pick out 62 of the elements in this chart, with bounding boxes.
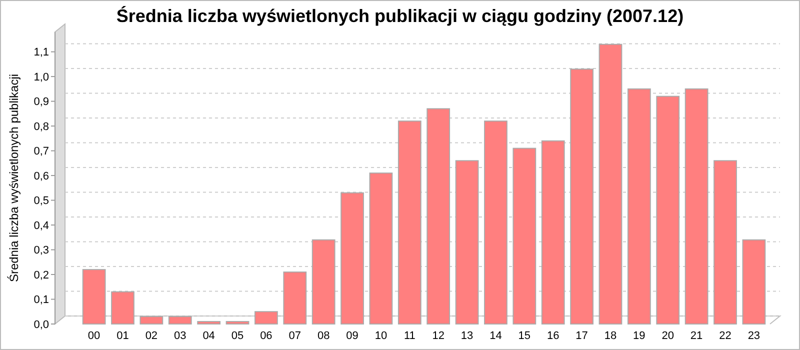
bar bbox=[398, 120, 422, 324]
x-tick-label: 16 bbox=[546, 330, 560, 342]
y-tick-label: 0,8 bbox=[34, 120, 49, 133]
bar bbox=[627, 88, 651, 324]
bar bbox=[684, 88, 708, 324]
y-tick-label: 0,0 bbox=[34, 318, 49, 331]
bar bbox=[226, 321, 250, 324]
x-tick-label: 01 bbox=[116, 330, 129, 342]
y-tick-label: 0,9 bbox=[34, 96, 49, 108]
x-tick-label: 13 bbox=[460, 330, 474, 342]
bar bbox=[340, 192, 364, 324]
x-tick-label: 12 bbox=[432, 330, 444, 342]
bar bbox=[254, 311, 278, 324]
x-tick-label: 10 bbox=[374, 330, 388, 342]
x-tick-label: 02 bbox=[145, 330, 158, 342]
y-axis-title: Średnia liczba wyświetlonych publikacji bbox=[7, 74, 21, 282]
bar bbox=[82, 269, 106, 324]
y-tick-label: 0,7 bbox=[34, 146, 49, 158]
bar bbox=[484, 120, 508, 324]
bar bbox=[168, 316, 192, 324]
x-tick-label: 03 bbox=[174, 330, 186, 342]
x-tick-label: 00 bbox=[88, 330, 100, 342]
x-tick-label: 22 bbox=[719, 330, 732, 342]
x-tick-label: 08 bbox=[317, 330, 330, 342]
y-tick-label: 0,2 bbox=[34, 269, 49, 282]
x-tick-label: 09 bbox=[346, 330, 358, 342]
y-tick-label: 0,5 bbox=[34, 195, 49, 208]
y-tick-label: 0,1 bbox=[34, 294, 49, 306]
bar bbox=[197, 321, 221, 324]
x-tick-label: 04 bbox=[202, 330, 215, 342]
bar bbox=[656, 96, 680, 324]
y-tick-label: 0,4 bbox=[34, 220, 49, 232]
bar bbox=[742, 239, 766, 324]
chart-title: Średnia liczba wyświetlonych publikacji w ciągu godziny (2007.12) bbox=[116, 6, 684, 26]
y-tick-label: 0,6 bbox=[34, 170, 49, 182]
bar bbox=[570, 68, 594, 324]
bar bbox=[140, 316, 164, 324]
x-tick-label: 21 bbox=[690, 330, 703, 342]
bar bbox=[512, 148, 536, 324]
y-tick-label: 0,3 bbox=[34, 244, 49, 257]
x-tick-label: 15 bbox=[518, 330, 531, 342]
x-tick-label: 07 bbox=[288, 330, 302, 342]
x-tick-label: 14 bbox=[490, 330, 502, 342]
x-tick-label: 06 bbox=[260, 330, 272, 342]
bar bbox=[455, 160, 479, 324]
bar bbox=[714, 160, 737, 324]
bar bbox=[541, 140, 565, 324]
x-tick-label: 20 bbox=[662, 330, 674, 342]
bar bbox=[598, 44, 622, 324]
x-tick-label: 18 bbox=[604, 330, 617, 342]
x-tick-label: 11 bbox=[404, 330, 416, 342]
bar bbox=[426, 108, 450, 324]
x-tick-label: 23 bbox=[748, 330, 760, 342]
x-tick-label: 19 bbox=[633, 330, 646, 342]
bar bbox=[283, 272, 307, 324]
bar bbox=[369, 172, 393, 324]
bar bbox=[312, 239, 336, 324]
y-tick-label: 1,1 bbox=[34, 46, 49, 59]
x-tick-label: 17 bbox=[576, 330, 588, 342]
x-tick-label: 05 bbox=[231, 330, 244, 342]
bar bbox=[111, 291, 134, 324]
y-tick-label: 1,0 bbox=[34, 71, 49, 84]
